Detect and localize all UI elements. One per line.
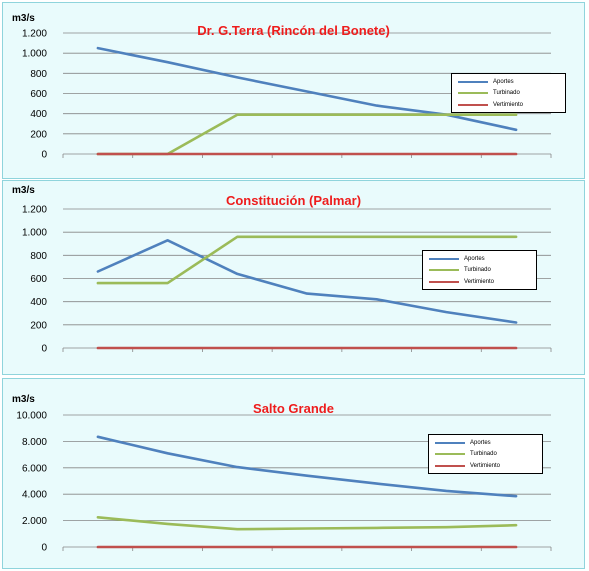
- legend-item-vertimiento: Vertimiento: [429, 460, 542, 472]
- legend-item-aportes: Aportes: [452, 76, 565, 88]
- y-tick-label: 4.000: [22, 490, 47, 501]
- y-tick-label: 600: [30, 274, 47, 285]
- legend-label: Vertimiento: [464, 278, 495, 285]
- y-tick-label: 0: [41, 543, 47, 554]
- y-tick-label: 0: [41, 344, 47, 355]
- chart-legend: Aportes Turbinado Vertimiento: [428, 434, 543, 474]
- series-line-turbinado: [96, 235, 518, 285]
- chart-title: Salto Grande: [253, 401, 334, 416]
- chart-plot-palmar: 0 200 400 600 800 1.000 1.200: [22, 205, 552, 355]
- series-line-aportes: [96, 435, 518, 498]
- chart-panel-palmar: 0 200 400 600 800 1.000 1.200 m3/s Constitució…: [2, 180, 585, 375]
- y-tick-label: 800: [30, 69, 47, 80]
- y-axis-unit: m3/s: [12, 13, 35, 24]
- legend-label: Aportes: [493, 78, 514, 85]
- legend-label: Vertimiento: [470, 462, 501, 469]
- y-tick-label: 200: [30, 320, 47, 331]
- y-tick-label: 8.000: [22, 437, 47, 448]
- legend-item-vertimiento: Vertimiento: [452, 99, 565, 111]
- y-tick-label: 1.000: [22, 228, 47, 239]
- legend-item-turbinado: Turbinado: [429, 449, 542, 461]
- legend-label: Aportes: [470, 439, 491, 446]
- y-tick-label: 0: [41, 150, 47, 161]
- legend-item-aportes: Aportes: [429, 437, 542, 449]
- series-line-turbinado: [96, 516, 518, 531]
- legend-label: Vertimiento: [493, 101, 524, 108]
- chart-legend: Aportes Turbinado Vertimiento: [451, 73, 566, 113]
- y-tick-label: 10.000: [16, 411, 47, 422]
- y-tick-label: 400: [30, 297, 47, 308]
- chart-title: Dr. G.Terra (Rincón del Bonete): [197, 23, 390, 38]
- y-tick-label: 1.000: [22, 49, 47, 60]
- y-tick-label: 200: [30, 129, 47, 140]
- y-axis-unit: m3/s: [12, 185, 35, 196]
- y-tick-label: 1.200: [22, 29, 47, 40]
- chart-panel-salto-grande: 0 2.000 4.000 6.000 8.000 10.000 m3/s Salto G…: [2, 378, 585, 569]
- chart-title: Constitución (Palmar): [225, 193, 362, 208]
- legend-label: Aportes: [464, 255, 485, 262]
- series-line-aportes: [96, 238, 518, 324]
- chart-plot-rincon-del-bonete: 0 200 400 600 800 1.000 1.200: [22, 29, 552, 161]
- chart-legend: Aportes Turbinado Vertimiento: [422, 250, 537, 290]
- y-tick-label: 400: [30, 109, 47, 120]
- legend-item-aportes: Aportes: [423, 253, 536, 265]
- legend-item-turbinado: Turbinado: [423, 265, 536, 277]
- y-tick-label: 6.000: [22, 463, 47, 474]
- y-tick-label: 800: [30, 251, 47, 262]
- y-tick-label: 1.200: [22, 205, 47, 216]
- y-tick-label: 2.000: [22, 516, 47, 527]
- legend-item-turbinado: Turbinado: [452, 88, 565, 100]
- y-axis-unit: m3/s: [12, 394, 35, 405]
- series-line-turbinado: [96, 113, 518, 156]
- legend-item-vertimiento: Vertimiento: [423, 276, 536, 288]
- y-tick-label: 600: [30, 89, 47, 100]
- legend-label: Turbinado: [470, 451, 497, 458]
- chart-panel-rincon-del-bonete: 0 200 400 600 800 1.000 1.200 m3/s Dr. G.Terra…: [2, 2, 585, 179]
- legend-label: Turbinado: [493, 90, 520, 97]
- chart-plot-salto-grande: 0 2.000 4.000 6.000 8.000 10.000: [16, 411, 552, 554]
- legend-label: Turbinado: [464, 267, 491, 274]
